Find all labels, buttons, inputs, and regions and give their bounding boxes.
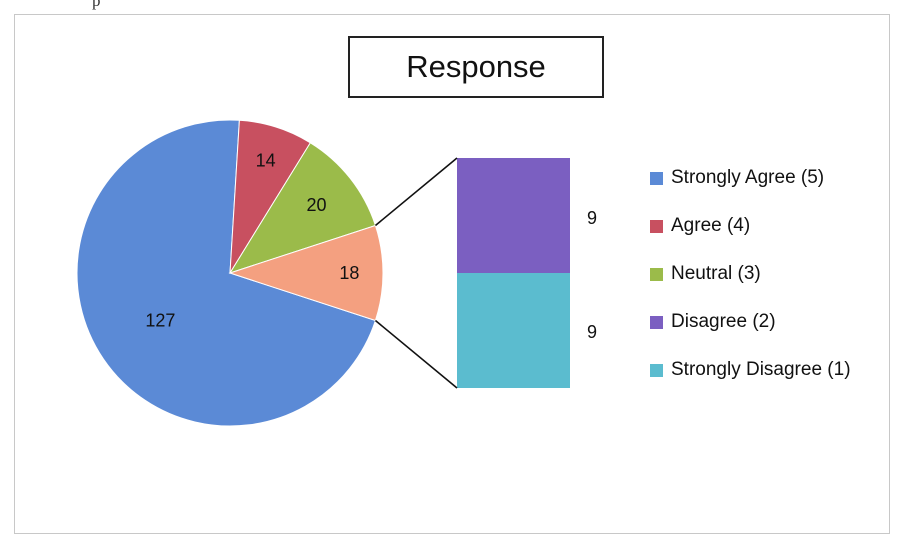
legend-item-agree: Agree (4)	[650, 214, 851, 238]
legend-label: Strongly Disagree (1)	[671, 359, 851, 380]
legend-label: Neutral (3)	[671, 263, 761, 284]
legend-swatch	[650, 171, 663, 185]
legend-label: Agree (4)	[671, 215, 751, 236]
page-header-fragment: p	[0, 0, 903, 14]
bar-segment-disagree	[457, 158, 570, 273]
chart-title-box: Response	[348, 36, 604, 98]
legend-label: Strongly Agree (5)	[671, 167, 825, 188]
bar-segment-strongly-disagree	[457, 273, 570, 388]
pie-data-label-neutral: 20	[307, 195, 327, 215]
legend-label: Disagree (2)	[671, 311, 776, 332]
legend-swatch	[650, 219, 663, 233]
legend-item-strongly-agree: Strongly Agree (5)	[650, 166, 851, 190]
chart-legend: Strongly Agree (5) Agree (4) Neutral (3)…	[650, 166, 851, 406]
bar-data-label: 9	[587, 208, 597, 228]
legend-swatch	[650, 363, 663, 377]
chart-title: Response	[406, 49, 546, 84]
connector-line-bottom	[374, 319, 458, 389]
pie-slice-strongly-agree	[76, 119, 377, 427]
legend-item-strongly-disagree: Strongly Disagree (1)	[650, 358, 851, 382]
pie-slice-neutral	[228, 142, 377, 274]
pie-data-label-strongly-agree: 127	[145, 310, 175, 330]
legend-swatch	[650, 267, 663, 281]
page-header-text: p	[92, 0, 101, 10]
pie-data-label-agree: 14	[256, 151, 276, 171]
legend-item-neutral: Neutral (3)	[650, 262, 851, 286]
legend-item-disagree: Disagree (2)	[650, 310, 851, 334]
connector-line-top	[374, 157, 458, 227]
bar-data-label: 9	[587, 322, 597, 342]
pie-slice-combined	[228, 224, 384, 322]
pie-data-label-combined: 18	[339, 263, 359, 283]
legend-swatch	[650, 315, 663, 329]
